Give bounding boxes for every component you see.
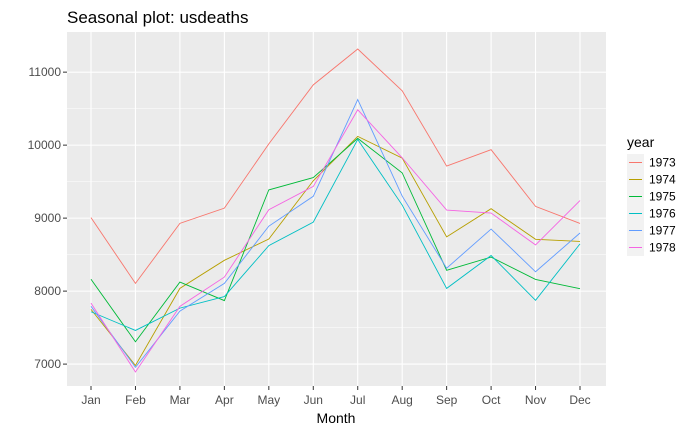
x-tick-label: Apr (215, 393, 234, 407)
plot-panel (67, 32, 606, 386)
x-tick-label: Sep (436, 393, 458, 407)
x-tick-label: Jun (304, 393, 323, 407)
y-tick-label: 9000 (34, 211, 61, 225)
legend-item-1976: 1976 (627, 205, 676, 222)
series-line-1974 (90, 135, 581, 367)
series-line-1973 (90, 48, 581, 285)
legend-label: 1977 (649, 224, 676, 238)
x-tick-label: Mar (170, 393, 191, 407)
legend-items: 1973 1974 1975 1976 1977 1978 (627, 154, 676, 256)
major-gridlines (67, 32, 606, 386)
x-axis: Jan Feb Mar Apr May Jun Jul Aug Sep Oct Nov Dec (81, 386, 591, 407)
legend: year 1973 1974 1975 1976 1977 1978 (627, 134, 676, 256)
legend-item-1975: 1975 (627, 188, 676, 205)
legend-title: year (627, 134, 655, 150)
x-tick-label: Feb (125, 393, 146, 407)
x-tick-label: Oct (482, 393, 501, 407)
legend-item-1978: 1978 (627, 239, 676, 256)
y-axis: 7000 8000 9000 10000 11000 (28, 65, 67, 371)
legend-label: 1976 (649, 207, 676, 221)
x-tick-label: May (257, 393, 280, 407)
x-tick-label: Jul (350, 393, 365, 407)
y-tick-label: 10000 (28, 138, 62, 152)
series-lines (90, 48, 581, 373)
series-line-1978 (90, 109, 581, 373)
legend-label: 1975 (649, 190, 676, 204)
x-axis-title: Month (317, 410, 356, 426)
chart-title: Seasonal plot: usdeaths (67, 8, 248, 27)
series-line-1976 (90, 138, 581, 331)
y-tick-label: 11000 (29, 65, 62, 79)
y-tick-label: 8000 (34, 284, 61, 298)
x-tick-label: Dec (569, 393, 590, 407)
legend-label: 1973 (649, 156, 676, 170)
legend-item-1973: 1973 (627, 154, 676, 171)
x-tick-label: Nov (525, 393, 546, 407)
series-line-1975 (90, 137, 581, 343)
y-tick-label: 7000 (34, 357, 61, 371)
x-tick-label: Jan (81, 393, 100, 407)
legend-item-1977: 1977 (627, 222, 676, 239)
legend-label: 1978 (649, 241, 676, 255)
x-tick-label: Aug (392, 393, 413, 407)
legend-label: 1974 (649, 173, 676, 187)
legend-item-1974: 1974 (627, 171, 676, 188)
